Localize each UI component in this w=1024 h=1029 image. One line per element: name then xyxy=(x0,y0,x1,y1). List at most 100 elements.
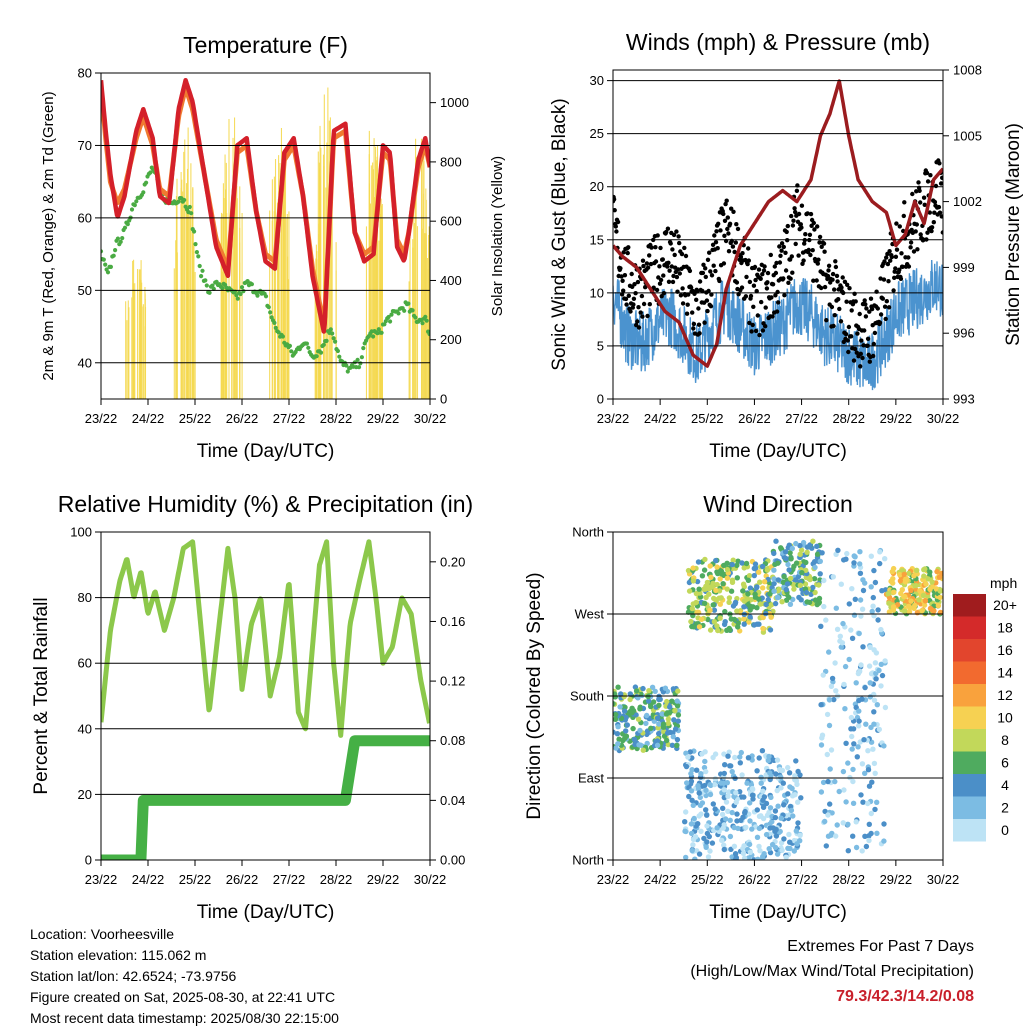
wind-direction-point xyxy=(660,721,667,727)
wind-direction-point xyxy=(763,601,769,608)
gust-point xyxy=(865,336,871,341)
wind-direction-point xyxy=(707,791,714,798)
gust-point xyxy=(677,240,682,246)
dewpoint-point xyxy=(196,254,201,259)
legend-swatch xyxy=(953,796,986,819)
wind-direction-point xyxy=(703,594,709,601)
wind-direction-point xyxy=(763,800,770,807)
wind-direction-point xyxy=(921,573,927,579)
wind-direction-point xyxy=(843,556,849,562)
wind-direction-point xyxy=(734,575,740,581)
gust-point xyxy=(779,241,785,246)
wind-direction-point xyxy=(838,644,844,650)
wind-direction-point xyxy=(699,751,705,757)
gust-point xyxy=(937,210,943,215)
wind-direction-point xyxy=(810,538,816,544)
wind-direction-point xyxy=(714,825,720,831)
gust-point xyxy=(635,279,641,285)
gust-point xyxy=(893,266,898,271)
gust-point xyxy=(789,213,794,219)
wind-direction-point xyxy=(707,627,714,633)
wind-direction-point xyxy=(874,702,880,708)
gust-point xyxy=(636,305,641,310)
gust-point xyxy=(867,309,872,314)
gust-point xyxy=(749,329,754,334)
wind-direction-point xyxy=(707,563,713,569)
wind-direction-point xyxy=(825,778,831,785)
wind-direction-point xyxy=(719,837,725,843)
wind-direction-point xyxy=(710,602,716,608)
wind-direction-point xyxy=(734,608,740,614)
panel-4: Wind Direction Time (Day/UTC) 23/22 24/22 25… xyxy=(524,491,959,923)
x-tick-label: 29/22 xyxy=(367,411,400,426)
wind-direction-point xyxy=(828,683,835,689)
dewpoint-point xyxy=(120,236,125,241)
gust-point xyxy=(725,226,730,232)
gust-point xyxy=(671,232,677,238)
gust-point xyxy=(618,266,623,271)
y-tick-label: West xyxy=(575,607,605,622)
gust-point xyxy=(862,298,867,303)
wind-direction-point xyxy=(694,767,700,773)
wind-direction-point xyxy=(675,712,682,718)
gust-point xyxy=(882,259,887,264)
wind-direction-point xyxy=(781,836,787,842)
wind-direction-point xyxy=(855,670,862,677)
wind-direction-point xyxy=(725,793,731,799)
wind-direction-point xyxy=(796,594,802,601)
wind-direction-point xyxy=(841,787,847,793)
wind-direction-point xyxy=(741,616,747,622)
extremes-panel: Extremes For Past 7 Days (High/Low/Max W… xyxy=(690,934,974,1009)
dewpoint-point xyxy=(108,264,113,269)
gust-point xyxy=(753,277,758,283)
gust-point xyxy=(817,234,823,240)
wind-direction-point xyxy=(756,825,763,832)
dewpoint-point xyxy=(182,197,187,203)
wind-direction-point xyxy=(724,566,731,573)
wind-direction-point xyxy=(627,691,633,697)
wind-direction-point xyxy=(869,608,875,615)
x-tick-label: 27/22 xyxy=(273,872,306,887)
gust-point xyxy=(711,263,716,268)
wind-direction-point xyxy=(787,845,793,852)
gust-point xyxy=(748,293,754,299)
wind-direction-point xyxy=(878,626,884,633)
gust-point xyxy=(899,251,904,256)
y-tick-label: 20 xyxy=(78,787,92,802)
wind-direction-point xyxy=(696,586,702,592)
dewpoint-point xyxy=(356,365,362,370)
gust-point xyxy=(746,246,751,251)
wind-direction-point xyxy=(857,570,864,576)
wind-direction-point xyxy=(799,570,805,576)
wind-direction-point xyxy=(914,610,921,616)
wind-direction-point xyxy=(616,736,622,742)
wind-direction-point xyxy=(859,606,866,612)
gust-point xyxy=(894,247,900,252)
wind-direction-point xyxy=(635,716,642,722)
gust-point xyxy=(777,244,782,249)
wind-direction-point xyxy=(937,594,943,601)
gust-point xyxy=(704,298,710,303)
series-total-precipitation xyxy=(101,735,430,860)
wind-direction-point xyxy=(849,635,856,641)
dewpoint-point xyxy=(328,327,333,332)
wind-direction-point xyxy=(689,605,695,612)
wind-direction-point xyxy=(818,742,825,748)
gust-point xyxy=(702,320,707,325)
gust-point xyxy=(657,281,663,286)
gust-point xyxy=(763,305,768,310)
wind-direction-point xyxy=(773,833,780,839)
wind-direction-point xyxy=(654,715,661,721)
wind-direction-point xyxy=(687,749,693,755)
wind-direction-point xyxy=(790,813,796,819)
gust-point xyxy=(654,287,660,293)
wind-direction-point xyxy=(937,588,943,594)
gust-point xyxy=(871,353,876,359)
wind-direction-point xyxy=(637,706,643,712)
gust-point xyxy=(842,279,848,284)
wind-direction-point xyxy=(702,758,708,765)
gust-point xyxy=(832,287,837,292)
wind-direction-point xyxy=(775,560,781,566)
gust-point xyxy=(641,301,647,307)
x-axis-label: Time (Day/UTC) xyxy=(709,902,847,923)
